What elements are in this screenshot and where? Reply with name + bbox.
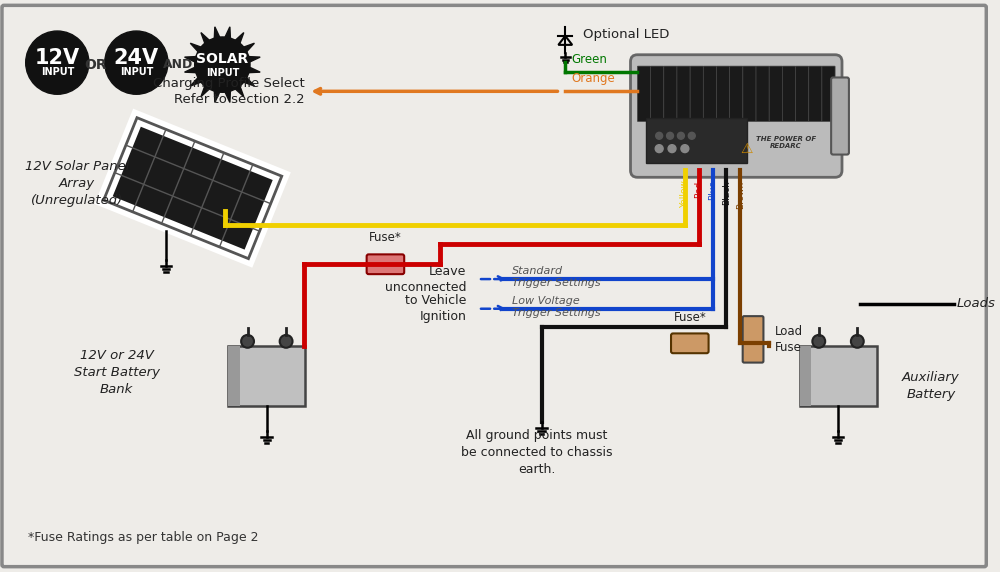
Text: Green: Green xyxy=(571,53,607,66)
Text: Brown: Brown xyxy=(736,180,745,209)
Circle shape xyxy=(241,335,254,348)
Circle shape xyxy=(681,145,689,153)
FancyBboxPatch shape xyxy=(703,66,716,121)
FancyBboxPatch shape xyxy=(769,66,782,121)
Text: Charging Profile Select
Refer to section 2.2: Charging Profile Select Refer to section… xyxy=(153,77,304,106)
FancyBboxPatch shape xyxy=(651,66,664,121)
Circle shape xyxy=(667,132,674,139)
Text: INPUT: INPUT xyxy=(206,67,239,78)
Polygon shape xyxy=(225,91,230,102)
Circle shape xyxy=(812,335,825,348)
FancyBboxPatch shape xyxy=(367,255,404,274)
Polygon shape xyxy=(190,43,201,51)
Polygon shape xyxy=(244,43,254,51)
Text: 12V or 24V
Start Battery
Bank: 12V or 24V Start Battery Bank xyxy=(74,349,160,396)
Text: Standard
Trigger Settings: Standard Trigger Settings xyxy=(512,266,601,288)
FancyBboxPatch shape xyxy=(228,346,305,406)
Polygon shape xyxy=(244,78,254,86)
Text: Blue: Blue xyxy=(708,180,717,200)
Polygon shape xyxy=(201,33,209,43)
Circle shape xyxy=(688,132,695,139)
Circle shape xyxy=(656,132,663,139)
Circle shape xyxy=(677,132,684,139)
Text: Yellow: Yellow xyxy=(680,180,689,208)
FancyBboxPatch shape xyxy=(831,77,849,154)
Text: All ground points must
be connected to chassis
earth.: All ground points must be connected to c… xyxy=(461,428,612,475)
FancyBboxPatch shape xyxy=(800,346,811,406)
Text: to Vehicle
Ignition: to Vehicle Ignition xyxy=(405,294,466,323)
FancyBboxPatch shape xyxy=(796,66,809,121)
Text: 24V: 24V xyxy=(114,47,159,67)
FancyBboxPatch shape xyxy=(637,66,651,121)
Circle shape xyxy=(851,335,864,348)
Text: Leave
unconnected: Leave unconnected xyxy=(385,265,466,293)
Polygon shape xyxy=(249,57,260,62)
Polygon shape xyxy=(225,27,230,38)
Text: Orange: Orange xyxy=(571,73,615,85)
Polygon shape xyxy=(214,27,220,38)
Text: Red: Red xyxy=(694,180,703,197)
Text: Load
Fuse: Load Fuse xyxy=(775,325,803,354)
Polygon shape xyxy=(190,78,201,86)
Circle shape xyxy=(26,31,89,94)
Text: *Fuse Ratings as per table on Page 2: *Fuse Ratings as per table on Page 2 xyxy=(28,530,258,543)
Text: Fuse*: Fuse* xyxy=(369,232,402,244)
FancyBboxPatch shape xyxy=(677,66,690,121)
Text: Black: Black xyxy=(722,180,731,205)
FancyBboxPatch shape xyxy=(743,316,763,363)
FancyBboxPatch shape xyxy=(800,346,877,406)
FancyBboxPatch shape xyxy=(743,66,756,121)
Polygon shape xyxy=(104,118,282,259)
Text: Low Voltage
Trigger Settings: Low Voltage Trigger Settings xyxy=(512,296,601,318)
Circle shape xyxy=(280,335,293,348)
Circle shape xyxy=(655,145,663,153)
Text: 12V Solar Panel
Array
(Unregulated): 12V Solar Panel Array (Unregulated) xyxy=(25,160,129,206)
FancyBboxPatch shape xyxy=(646,118,747,164)
Circle shape xyxy=(105,31,168,94)
Polygon shape xyxy=(185,67,196,73)
Text: OR: OR xyxy=(85,58,107,72)
Text: INPUT: INPUT xyxy=(120,66,153,77)
Text: Auxiliary
Battery: Auxiliary Battery xyxy=(902,371,960,401)
Text: Optional LED: Optional LED xyxy=(583,29,669,42)
FancyBboxPatch shape xyxy=(822,66,835,121)
Text: ⚠: ⚠ xyxy=(740,142,752,156)
Text: THE POWER OF
REDARC: THE POWER OF REDARC xyxy=(756,136,816,149)
Text: AND: AND xyxy=(163,58,193,71)
FancyBboxPatch shape xyxy=(756,66,769,121)
Polygon shape xyxy=(201,86,209,97)
FancyBboxPatch shape xyxy=(664,66,677,121)
FancyBboxPatch shape xyxy=(671,333,709,353)
Text: 12V: 12V xyxy=(35,47,80,67)
Circle shape xyxy=(668,145,676,153)
FancyBboxPatch shape xyxy=(631,55,842,177)
Text: Fuse*: Fuse* xyxy=(673,311,706,324)
Circle shape xyxy=(195,37,250,92)
FancyBboxPatch shape xyxy=(716,66,730,121)
FancyBboxPatch shape xyxy=(782,66,796,121)
FancyBboxPatch shape xyxy=(690,66,703,121)
Polygon shape xyxy=(214,91,220,102)
Polygon shape xyxy=(235,86,244,97)
Polygon shape xyxy=(185,57,196,62)
FancyBboxPatch shape xyxy=(730,66,743,121)
Text: Loads: Loads xyxy=(957,297,996,310)
Text: SOLAR: SOLAR xyxy=(196,51,248,66)
Text: INPUT: INPUT xyxy=(41,66,74,77)
Polygon shape xyxy=(249,67,260,73)
FancyBboxPatch shape xyxy=(809,66,822,121)
Polygon shape xyxy=(235,33,244,43)
FancyBboxPatch shape xyxy=(228,346,240,406)
